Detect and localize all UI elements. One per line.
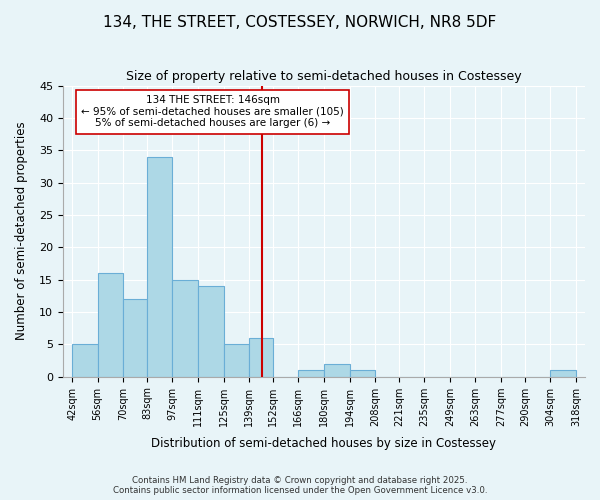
Text: 134, THE STREET, COSTESSEY, NORWICH, NR8 5DF: 134, THE STREET, COSTESSEY, NORWICH, NR8…	[103, 15, 497, 30]
Bar	[224, 344, 249, 376]
Text: 134 THE STREET: 146sqm
← 95% of semi-detached houses are smaller (105)
5% of sem: 134 THE STREET: 146sqm ← 95% of semi-det…	[81, 96, 344, 128]
Bar	[72, 344, 98, 376]
Bar	[298, 370, 324, 376]
Y-axis label: Number of semi-detached properties: Number of semi-detached properties	[15, 122, 28, 340]
Bar	[198, 286, 224, 376]
X-axis label: Distribution of semi-detached houses by size in Costessey: Distribution of semi-detached houses by …	[151, 437, 496, 450]
Bar	[98, 273, 123, 376]
Bar	[324, 364, 350, 376]
Bar	[172, 280, 198, 376]
Bar	[550, 370, 576, 376]
Text: Contains HM Land Registry data © Crown copyright and database right 2025.
Contai: Contains HM Land Registry data © Crown c…	[113, 476, 487, 495]
Bar	[147, 156, 172, 376]
Bar	[350, 370, 375, 376]
Title: Size of property relative to semi-detached houses in Costessey: Size of property relative to semi-detach…	[126, 70, 522, 83]
Bar	[249, 338, 273, 376]
Bar	[123, 299, 147, 376]
